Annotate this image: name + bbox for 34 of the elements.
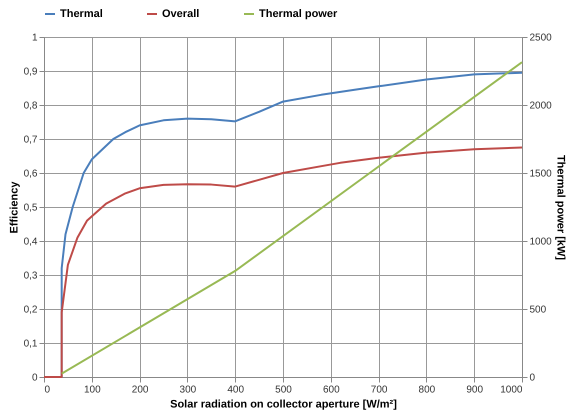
- y-tick-label: 0,1: [24, 338, 38, 350]
- y2-tick-label: 500: [530, 304, 547, 316]
- x-tick-label: 100: [84, 384, 102, 396]
- y-tick-label: 0,4: [24, 236, 38, 248]
- y2-tick-label: 0: [530, 372, 536, 384]
- x-tick-label: 400: [227, 384, 244, 396]
- legend-label: Thermal: [60, 8, 103, 20]
- x-tick-label: 0: [44, 384, 50, 396]
- y-tick-label: 0: [32, 372, 38, 384]
- y2-axis-title: Thermal power [kW]: [554, 154, 567, 260]
- y-tick-label: 0,7: [24, 134, 38, 146]
- x-tick-label: 800: [418, 384, 436, 396]
- y2-tick-label: 2000: [530, 100, 552, 112]
- x-tick-label: 1000: [500, 384, 523, 396]
- legend-label: Overall: [162, 8, 200, 20]
- y-tick-label: 1: [32, 32, 38, 44]
- y-tick-label: 0,6: [24, 168, 38, 180]
- y-tick-label: 0,2: [24, 304, 38, 316]
- y2-tick-label: 1500: [530, 168, 552, 180]
- x-tick-label: 500: [275, 384, 292, 396]
- y-tick-label: 0,3: [24, 270, 38, 282]
- y-axis-title: Efficiency: [8, 180, 21, 234]
- x-tick-label: 300: [180, 384, 197, 396]
- y-tick-label: 0,5: [24, 202, 38, 214]
- y2-tick-label: 1000: [530, 236, 552, 248]
- y-tick-label: 0,8: [24, 100, 38, 112]
- x-tick-label: 700: [370, 384, 388, 396]
- y2-tick-label: 2500: [530, 32, 552, 44]
- legend-label: Thermal power: [259, 8, 338, 20]
- x-tick-label: 200: [132, 384, 149, 396]
- x-axis-title: Solar radiation on collector aperture [W/m²]: [170, 398, 398, 410]
- x-tick-label: 600: [322, 384, 340, 396]
- x-tick-label: 900: [466, 384, 484, 396]
- y-tick-label: 0,9: [24, 66, 38, 78]
